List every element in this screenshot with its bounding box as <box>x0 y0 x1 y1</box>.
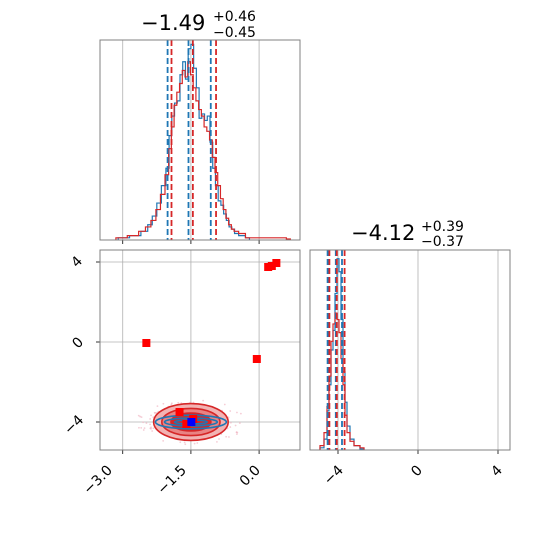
joint-sample-point-74 <box>235 431 238 433</box>
joint-sample-point-86 <box>142 421 145 424</box>
joint-sample-point-38 <box>236 411 238 414</box>
joint-frame <box>99 249 301 451</box>
joint-sample-point-48 <box>140 426 143 429</box>
joint-x-tick-label-neg3: −3.0 <box>80 463 115 498</box>
joint-sample-point-89 <box>156 405 159 407</box>
param2-x-tick-label-4: 4 <box>488 462 506 480</box>
joint-sample-point-83 <box>229 410 232 412</box>
param1-title-value: −1.49 <box>141 11 205 35</box>
joint-red-marker-7 <box>182 420 191 428</box>
param2-x-tick-label-neg4: −4 <box>321 462 347 488</box>
joint-sample-point-16 <box>216 440 218 443</box>
joint-sample-point-19 <box>218 438 220 440</box>
p2-hist-blue <box>319 258 365 450</box>
param2-title-value: −4.12 <box>351 221 415 245</box>
param2-title-plus: +0.39 <box>421 219 464 235</box>
joint-blue-marker <box>187 418 196 426</box>
joint-sample-point-45 <box>229 421 232 424</box>
joint-sample-point-81 <box>228 436 230 438</box>
joint-sample-point-11 <box>239 412 242 415</box>
joint-sample-point-9 <box>150 414 152 417</box>
joint-y-tick-label-0: 0 <box>69 334 87 352</box>
joint-sample-point-70 <box>143 427 146 430</box>
histogram-param1-panel <box>99 39 301 244</box>
joint-y-tick-label-neg4: −4 <box>61 412 87 438</box>
joint-contour-panel <box>96 249 301 454</box>
joint-sample-point-37 <box>223 403 226 406</box>
joint-sample-point-31 <box>150 427 152 430</box>
joint-sample-point-71 <box>162 439 165 442</box>
param2-x-tick-label-0: 0 <box>408 463 426 481</box>
joint-red-marker-4 <box>252 355 261 363</box>
joint-sample-point-88 <box>137 414 140 417</box>
joint-sample-point-43 <box>170 402 173 405</box>
joint-sample-point-5 <box>179 441 182 444</box>
joint-sample-point-69 <box>238 422 241 424</box>
param1-title-minus: −0.45 <box>213 25 256 41</box>
joint-sample-point-36 <box>183 441 186 444</box>
joint-sample-point-0 <box>145 422 148 425</box>
joint-sample-point-14 <box>151 430 154 432</box>
histogram-param2-panel <box>309 249 511 454</box>
param2-title-minus: −0.37 <box>421 234 464 250</box>
joint-sample-point-33 <box>150 426 152 429</box>
joint-sample-point-49 <box>153 411 156 414</box>
joint-sample-point-55 <box>196 442 199 444</box>
joint-sample-point-28 <box>229 426 232 428</box>
joint-sample-point-44 <box>184 443 187 446</box>
joint-sample-point-78 <box>152 427 155 430</box>
joint-red-marker-1 <box>267 262 276 270</box>
joint-sample-point-47 <box>235 433 238 435</box>
joint-sample-point-58 <box>140 416 143 419</box>
p1-frame <box>99 39 301 241</box>
p1-hist-blue <box>117 43 251 240</box>
p2-frame <box>309 249 511 451</box>
joint-sample-point-54 <box>162 402 165 405</box>
joint-y-tick-label-4: 4 <box>68 253 86 271</box>
joint-sample-point-50 <box>225 435 228 438</box>
joint-x-tick-label-neg1-5: −1.5 <box>154 463 189 498</box>
joint-sample-point-22 <box>193 442 196 445</box>
joint-sample-point-80 <box>149 418 152 420</box>
joint-sample-point-77 <box>234 424 237 427</box>
joint-sample-point-53 <box>177 401 180 404</box>
joint-sample-point-32 <box>142 429 145 431</box>
p1-hist-red <box>115 61 291 240</box>
joint-sample-point-62 <box>226 427 229 430</box>
joint-red-marker-2 <box>272 259 281 267</box>
joint-sample-point-84 <box>138 426 140 429</box>
param1-title-plus: +0.46 <box>213 9 256 25</box>
joint-sample-point-87 <box>202 399 205 402</box>
joint-sample-point-79 <box>139 415 142 418</box>
joint-x-tick-label-0: 0.0 <box>237 463 264 490</box>
joint-sample-point-68 <box>149 423 151 426</box>
joint-red-marker-5 <box>175 408 184 416</box>
joint-red-marker-3 <box>142 339 151 347</box>
